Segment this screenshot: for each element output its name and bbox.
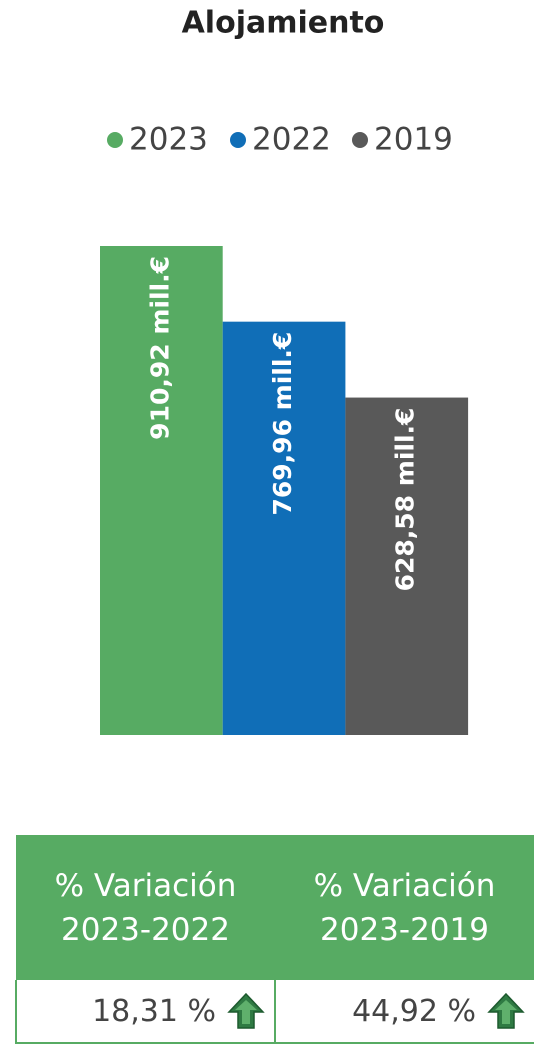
value-text: 18,31 %	[92, 993, 216, 1029]
bar-value-label: 769,96 mill.€	[268, 332, 297, 516]
header-cell: % Variación 2023-2019	[275, 835, 534, 980]
bar-value-label: 628,58 mill.€	[391, 408, 420, 592]
header-cell: % Variación 2023-2022	[16, 835, 275, 980]
legend-label: 2023	[129, 122, 208, 158]
value-cell: 18,31 %	[15, 980, 275, 1044]
value-text: 44,92 %	[352, 993, 476, 1029]
bar-value-label: 910,92 mill.€	[145, 256, 174, 440]
value-row: 18,31 % 44,92 %	[15, 980, 534, 1044]
chart-title: Alojamiento	[182, 6, 385, 41]
bar	[222, 321, 346, 735]
header-row: % Variación 2023-2022 % Variación 2023-2…	[16, 835, 534, 980]
chart: Alojamiento 2023 2022 2019 910,92 mill.€ 769…	[100, 6, 469, 735]
up-arrow-icon	[487, 992, 525, 1029]
legend-dot	[352, 132, 368, 148]
legend-dot	[107, 132, 123, 148]
value-cell: 44,92 %	[274, 980, 534, 1044]
variation-table: % Variación 2023-2022 % Variación 2023-2…	[15, 835, 534, 1044]
legend-dot	[230, 132, 246, 148]
up-arrow-icon	[227, 992, 265, 1029]
bar	[345, 397, 469, 735]
legend-label: 2019	[374, 122, 453, 158]
legend-label: 2022	[252, 122, 331, 158]
bar	[100, 246, 223, 735]
